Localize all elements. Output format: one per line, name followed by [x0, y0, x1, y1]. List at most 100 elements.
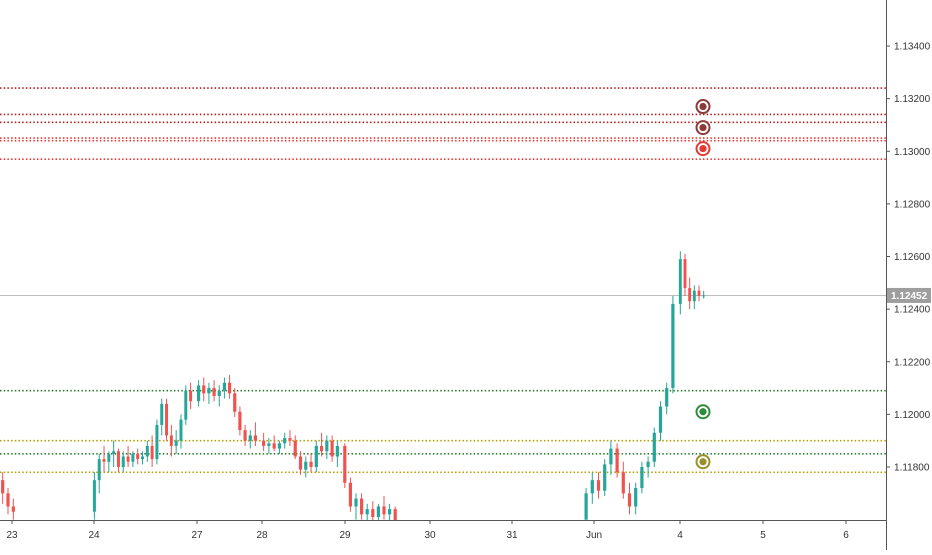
candle-body — [671, 303, 675, 389]
candle-body — [288, 438, 292, 441]
candle-body — [145, 445, 149, 457]
x-tick-label: 28 — [256, 530, 268, 541]
candle-body — [6, 493, 10, 507]
x-tick-label: 23 — [6, 530, 18, 541]
candle-body — [658, 406, 663, 433]
levels-layer — [0, 87, 886, 474]
candle-body — [179, 419, 183, 441]
current-price-label: 1.12452 — [891, 291, 928, 302]
candle-body — [293, 440, 297, 457]
y-tick-label: 1.12800 — [894, 199, 931, 210]
candle-body — [131, 453, 135, 462]
candle-body — [365, 509, 369, 515]
y-tick-label: 1.12000 — [894, 410, 931, 421]
candle-body — [248, 435, 252, 441]
price-scale-bg — [886, 0, 932, 550]
candle-body — [189, 390, 193, 402]
candle-body — [169, 435, 173, 446]
candle-body — [330, 440, 334, 457]
candle-body — [121, 456, 125, 467]
candle-body — [652, 432, 656, 462]
candle-body — [627, 493, 632, 507]
candle-body — [376, 506, 380, 517]
candle-body — [283, 438, 287, 444]
level-marker-icon — [695, 141, 711, 157]
current-price-badge-bg — [887, 287, 931, 303]
candle-body — [665, 388, 669, 407]
x-tick-label: 5 — [760, 530, 766, 541]
candle-body — [233, 393, 237, 412]
candle-body — [141, 456, 144, 460]
candle-body — [590, 480, 594, 494]
candle-body — [160, 403, 164, 425]
candle-body — [207, 388, 211, 394]
y-tick-label: 1.13000 — [894, 147, 931, 158]
x-tick-label: Jun — [586, 530, 602, 541]
candle-body — [97, 459, 101, 481]
level-marker-dot — [699, 102, 707, 111]
level-marker-dot — [699, 145, 707, 153]
candle-body — [393, 509, 397, 520]
candle-body — [196, 385, 201, 402]
candle-body — [615, 448, 619, 473]
candle-body — [634, 488, 638, 507]
x-tick-label: 4 — [677, 530, 683, 541]
x-tick-label: 31 — [506, 530, 518, 541]
candle-body — [596, 480, 601, 491]
time-scale-bg — [0, 520, 886, 550]
level-marker-dot — [699, 123, 707, 132]
candle-body — [112, 451, 116, 454]
candle-body — [388, 509, 392, 515]
candle-body — [136, 453, 140, 460]
candle-body — [126, 456, 130, 462]
candle-body — [692, 290, 696, 302]
candle-body — [304, 461, 308, 470]
candle-body — [314, 445, 318, 467]
candle-body — [702, 295, 706, 297]
candle-body — [348, 482, 352, 507]
candle-body — [150, 445, 154, 460]
candle-body — [222, 382, 227, 391]
y-tick-label: 1.12200 — [894, 357, 931, 368]
candle-body — [688, 288, 692, 302]
candle-body — [107, 453, 111, 462]
candle-body — [360, 498, 364, 515]
x-tick-label: 24 — [88, 530, 100, 541]
candle-body — [212, 388, 216, 396]
level-marker-icon — [695, 454, 711, 470]
candle-body — [640, 467, 644, 489]
candle-body — [11, 506, 15, 512]
candle-body — [335, 445, 339, 457]
candle-body — [116, 451, 120, 467]
candle-body — [646, 461, 650, 467]
candle-body — [202, 385, 206, 394]
candle-body — [697, 290, 701, 296]
candle-body — [243, 430, 247, 441]
candle-body — [102, 459, 106, 462]
y-tick-label: 1.11800 — [894, 463, 930, 474]
candle-body — [382, 506, 386, 515]
candle-body — [319, 445, 324, 452]
level-marker-icon — [695, 99, 711, 115]
y-tick-label: 1.13400 — [894, 42, 931, 53]
candle-body — [262, 440, 266, 446]
candle-body — [354, 498, 358, 507]
candle-body — [165, 403, 169, 436]
candle-body — [272, 443, 276, 449]
candle-body — [603, 464, 607, 491]
candle-body — [371, 509, 375, 517]
level-marker-icon — [695, 404, 711, 420]
candle-body — [253, 435, 258, 441]
candle-body — [227, 382, 232, 394]
candles-layer — [1, 251, 706, 520]
candle-body — [267, 443, 271, 446]
candle-body — [298, 456, 303, 470]
x-tick-label: 29 — [339, 530, 351, 541]
candle-body — [184, 390, 188, 420]
candle-body — [155, 424, 159, 460]
candle-body — [678, 259, 682, 304]
candle-body — [343, 445, 347, 483]
x-tick-label: 27 — [191, 530, 203, 541]
